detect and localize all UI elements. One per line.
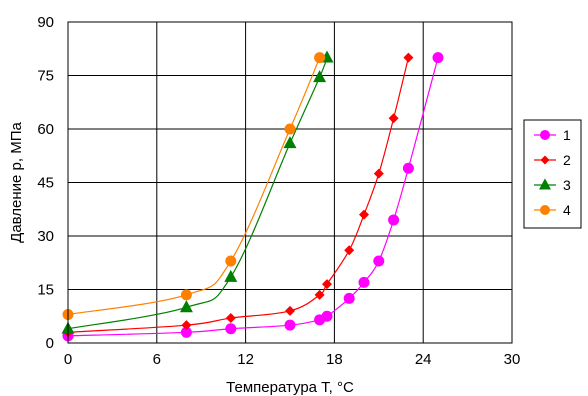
- data-point: [284, 123, 296, 135]
- data-point: [359, 209, 369, 220]
- data-point: [402, 162, 414, 174]
- y-tick-label: 45: [37, 175, 54, 192]
- data-point: [314, 52, 326, 64]
- legend-item: 2: [534, 152, 571, 168]
- data-point: [225, 255, 237, 267]
- data-point: [343, 292, 355, 304]
- data-point: [388, 214, 400, 226]
- data-point: [373, 168, 384, 179]
- data-point: [283, 136, 297, 149]
- data-point: [313, 70, 327, 83]
- data-point: [432, 52, 444, 64]
- legend-label: 1: [563, 127, 571, 143]
- legend-item: 3: [534, 177, 571, 193]
- plot-frame: [67, 21, 513, 344]
- legend-label: 4: [563, 202, 571, 218]
- y-tick-label: 90: [37, 14, 54, 31]
- y-tick-label: 75: [37, 68, 54, 85]
- x-tick-label: 24: [415, 351, 432, 368]
- series-1: [62, 52, 444, 342]
- y-tick-label: 15: [37, 282, 54, 299]
- legend-marker: [539, 178, 551, 190]
- y-tick-label: 60: [37, 121, 54, 138]
- legend-label: 3: [563, 177, 571, 193]
- x-tick-label: 12: [237, 351, 254, 368]
- data-point: [403, 52, 414, 63]
- series-layer: [61, 50, 444, 342]
- data-point: [225, 313, 236, 324]
- y-axis-title: Давление p, МПа: [8, 122, 25, 243]
- data-point: [180, 326, 192, 338]
- legend-marker: [540, 155, 550, 165]
- data-point: [285, 305, 295, 316]
- x-axis-title: Температура Т, °С: [226, 379, 354, 396]
- legend-item: 4: [534, 202, 571, 218]
- legend-item: 1: [534, 127, 571, 143]
- data-point: [284, 319, 296, 331]
- legend-marker: [540, 205, 550, 215]
- y-tick-label: 30: [37, 228, 54, 245]
- tick-labels: 0 6 12 18 24 30 0 15 30 45 60 75 90: [37, 14, 520, 368]
- series-2: [63, 52, 414, 338]
- series-line: [67, 57, 328, 330]
- data-point: [322, 279, 332, 290]
- data-point: [314, 289, 325, 300]
- data-point: [225, 323, 237, 335]
- data-point: [181, 320, 192, 331]
- series-4: [62, 52, 326, 320]
- legend: 1 2 3 4: [523, 119, 582, 229]
- y-tick-label: 0: [46, 335, 54, 352]
- series-line: [67, 57, 321, 316]
- grid: [67, 21, 513, 344]
- data-point: [224, 269, 238, 282]
- legend-marker: [540, 130, 550, 140]
- x-tick-label: 18: [326, 351, 343, 368]
- x-tick-label: 0: [64, 351, 72, 368]
- series-line: [67, 57, 439, 337]
- data-point: [358, 276, 370, 288]
- x-tick-label: 30: [504, 351, 521, 368]
- data-point: [179, 300, 193, 313]
- legend-label: 2: [563, 152, 571, 168]
- data-point: [180, 289, 192, 301]
- legend-box: [523, 119, 582, 229]
- data-point: [388, 113, 399, 124]
- x-tick-label: 6: [153, 351, 161, 368]
- data-point: [344, 245, 355, 256]
- data-point: [321, 310, 333, 322]
- data-point: [373, 255, 385, 267]
